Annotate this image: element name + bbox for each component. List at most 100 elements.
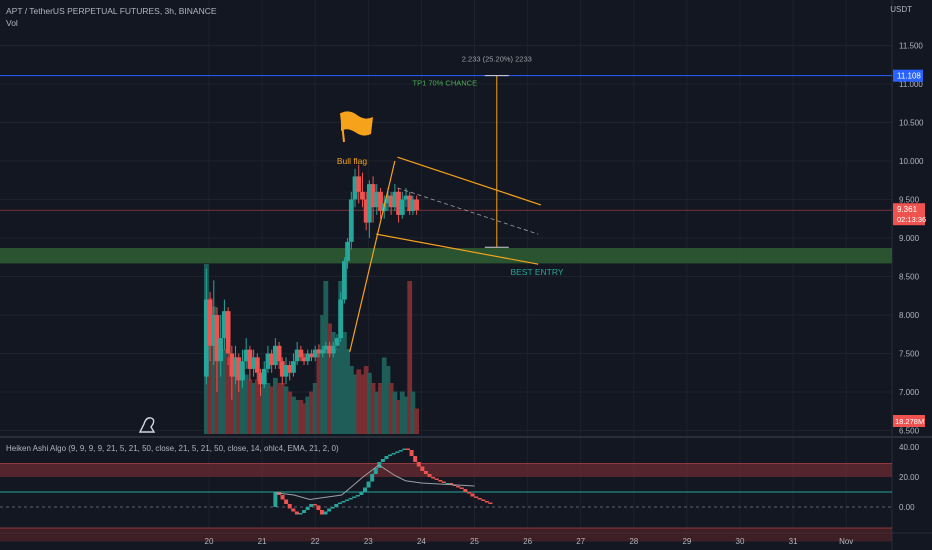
osc-bar (334, 504, 339, 507)
osc-bar (352, 496, 357, 498)
candle-body (312, 349, 318, 358)
measure-label: 2.233 (25.20%) 2233 (462, 55, 532, 64)
osc-bar (327, 508, 332, 512)
osc-tick: 40.00 (899, 443, 920, 452)
volume-badge-text: 18.278M (895, 417, 924, 426)
candle-body (233, 357, 238, 377)
price-tick: 11.000 (899, 80, 923, 89)
flag-icon (340, 111, 373, 143)
time-tick: 27 (576, 537, 585, 546)
volume-bar (356, 369, 362, 434)
support-zone-layer (0, 75, 892, 264)
price-tick: 7.500 (899, 350, 920, 359)
osc-bar (441, 481, 446, 483)
candle-body (309, 353, 314, 358)
osc-tick: 20.00 (899, 473, 920, 482)
candle-body (392, 191, 398, 208)
volume-bar (301, 403, 307, 434)
osc-bar (388, 454, 393, 456)
volume-bar (334, 349, 340, 434)
volume-bar (392, 391, 398, 434)
candle-body (221, 311, 227, 339)
osc-bar (456, 486, 461, 488)
candle-body (342, 261, 347, 300)
osc-bar (431, 477, 436, 479)
candle-body (251, 357, 257, 369)
osc-bar (474, 496, 479, 498)
volume-bar (381, 357, 387, 434)
candle-body (363, 199, 369, 223)
candle-body (301, 357, 307, 362)
flag-pole-line (349, 160, 396, 353)
osc-bar (423, 471, 428, 474)
osc-bar (409, 450, 414, 456)
osc-bar (370, 474, 375, 482)
volume-bar (342, 332, 347, 434)
volume-bar (385, 366, 391, 434)
volume-bar (229, 366, 235, 434)
symbol-title: APT / TetherUS PERPETUAL FUTURES, 3h, BI… (6, 6, 217, 16)
osc-bar (395, 451, 400, 453)
candle-body (240, 361, 245, 381)
osc-bar (405, 448, 410, 450)
price-tick: 10.500 (899, 119, 924, 128)
candles (203, 164, 420, 400)
candle-body (269, 353, 275, 366)
osc-bar (345, 499, 350, 501)
osc-bar (420, 466, 425, 471)
volume-badge (893, 415, 925, 427)
osc-bar (481, 499, 486, 501)
osc-tick: 0.00 (899, 503, 915, 512)
candle-body (388, 195, 394, 208)
osc-bar (402, 448, 407, 450)
osc-bar (416, 462, 421, 467)
osc-bar (287, 504, 292, 509)
candle-body (345, 241, 350, 262)
volume-bar (327, 323, 332, 434)
volume-bar (269, 386, 275, 434)
candle-body (225, 311, 231, 354)
price-tick: 7.000 (899, 388, 920, 397)
osc-bar (312, 504, 317, 506)
osc-title: Heiken Ashi Algo (9, 9, 9, 9, 21, 5, 21,… (6, 444, 339, 453)
candle-body (229, 353, 235, 377)
time-tick: 29 (682, 537, 691, 546)
osc-bar (434, 478, 439, 480)
osc-bar (348, 498, 353, 500)
volume-bar (294, 400, 300, 434)
dinosaur-logo-icon (138, 417, 156, 433)
flag-upper-line (397, 156, 542, 206)
volume-bar (378, 383, 383, 434)
time-axis[interactable]: 20 21 22 23 24 25 26 27 28 29 30 31 Nov (205, 537, 854, 546)
candle-body (356, 176, 362, 192)
target-price-badge (893, 69, 923, 82)
candle-body (203, 299, 209, 377)
time-tick: Nov (839, 537, 853, 546)
volume-bar (320, 315, 326, 434)
volume-bar (298, 400, 304, 434)
time-tick: 28 (629, 537, 638, 546)
volume-bar (254, 379, 260, 434)
flag-mid-line (397, 187, 539, 235)
osc-bar (294, 511, 299, 515)
osc-bar (466, 492, 471, 494)
volume-bar (251, 383, 257, 434)
time-tick: 31 (789, 537, 798, 546)
osc-bar (438, 480, 443, 482)
candle-body (385, 195, 391, 204)
candle-body (279, 361, 285, 377)
volume-bar (316, 349, 322, 434)
price-tick: 9.500 (899, 196, 920, 205)
candle-body (374, 191, 380, 208)
price-axis[interactable]: 11.500 11.000 10.500 10.000 9.500 9.000 8.500 8… (893, 42, 926, 513)
target-price-text: 11.108 (897, 72, 921, 81)
candle-body (334, 338, 340, 346)
time-tick: 24 (417, 537, 426, 546)
osc-bar (319, 510, 324, 515)
osc-bar (427, 474, 432, 477)
candle-body (348, 199, 354, 242)
osc-bar (337, 502, 342, 504)
candle-body (327, 345, 332, 354)
volume-bars (203, 264, 420, 434)
